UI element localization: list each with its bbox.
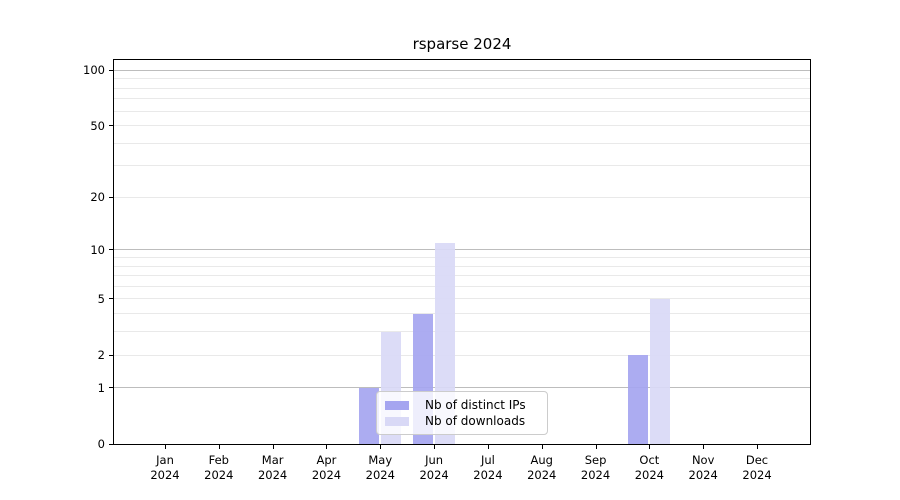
legend-label-distinct-ips: Nb of distinct IPs	[425, 398, 526, 412]
x-tick-label-apr: Apr 2024	[296, 453, 356, 483]
legend-entry-downloads: Nb of downloads	[385, 413, 539, 429]
gridline-minor-2	[114, 354, 810, 356]
bar-nb-of-distinct-ips-may	[359, 387, 380, 444]
gridline-minor-3	[114, 331, 810, 333]
gridline-minor-8	[114, 265, 810, 267]
x-tick-label-month: Apr	[316, 453, 337, 467]
x-tick-label-month: Jun	[425, 453, 444, 467]
x-tick-label-month: Jan	[156, 453, 174, 467]
x-tick-label-year: 2024	[257, 468, 288, 482]
x-tick-label-year: 2024	[742, 468, 772, 482]
x-tick-label-mar: Mar 2024	[243, 453, 303, 483]
gridline-major-100	[114, 69, 810, 71]
y-tick-20	[109, 196, 114, 198]
x-tick-label-year: 2024	[311, 468, 342, 482]
x-tick-label-may: May 2024	[350, 453, 410, 483]
legend-swatch-downloads	[385, 416, 409, 426]
y-tick-50	[109, 125, 114, 127]
gridline-minor-6	[114, 285, 810, 287]
gridline-minor-50	[114, 125, 810, 127]
x-tick-label-aug: Aug 2024	[512, 453, 572, 483]
gridline-minor-5	[114, 298, 810, 300]
bar-nb-of-distinct-ips-oct	[628, 355, 649, 444]
y-tick-label-10: 10	[90, 242, 105, 257]
y-tick-label-20: 20	[90, 190, 105, 205]
x-tick-label-year: 2024	[634, 468, 665, 482]
x-tick-label-month: Jul	[480, 453, 495, 467]
y-tick-label-50: 50	[90, 118, 105, 133]
x-tick-label-oct: Oct 2024	[619, 453, 679, 483]
x-tick-label-month: Mar	[261, 453, 284, 467]
x-tick-label-year: 2024	[527, 468, 557, 482]
gridline-minor-70	[114, 98, 810, 100]
x-tick-label-nov: Nov 2024	[673, 453, 733, 483]
x-tick-label-month: May	[368, 453, 393, 467]
y-tick-10	[109, 249, 114, 251]
x-tick-label-jan: Jan 2024	[135, 453, 195, 483]
legend-label-downloads: Nb of downloads	[425, 414, 526, 428]
y-tick-2	[109, 354, 114, 356]
gridline-minor-30	[114, 165, 810, 167]
x-tick-label-year: 2024	[580, 468, 611, 482]
legend: Nb of distinct IPs Nb of downloads	[376, 391, 548, 435]
x-tick-jul	[487, 444, 489, 449]
y-tick-0	[109, 443, 114, 445]
x-tick-label-jul: Jul 2024	[458, 453, 518, 483]
x-tick-label-month: Oct	[639, 453, 660, 467]
gridline-minor-20	[114, 196, 810, 198]
gridline-major-10	[114, 249, 810, 251]
x-tick-dec	[757, 444, 759, 449]
x-tick-label-year: 2024	[688, 468, 718, 482]
x-tick-label-jun: Jun 2024	[404, 453, 464, 483]
gridline-minor-9	[114, 256, 810, 258]
x-tick-label-month: Sep	[584, 453, 607, 467]
x-tick-label-year: 2024	[365, 468, 395, 482]
gridline-minor-90	[114, 78, 810, 80]
y-tick-100	[109, 69, 114, 71]
x-tick-feb	[218, 444, 220, 449]
x-tick-aug	[541, 444, 543, 449]
x-tick-apr	[326, 444, 328, 449]
legend-swatch-distinct-ips	[385, 400, 409, 410]
x-tick-may	[380, 444, 382, 449]
gridline-minor-4	[114, 313, 810, 315]
x-tick-jun	[434, 444, 436, 449]
x-tick-oct	[649, 444, 651, 449]
chart-title: rsparse 2024	[412, 35, 512, 53]
y-tick-5	[109, 298, 114, 300]
y-tick-label-1: 1	[97, 380, 105, 395]
gridline-minor-80	[114, 87, 810, 89]
legend-entry-distinct-ips: Nb of distinct IPs	[385, 397, 539, 413]
gridline-minor-60	[114, 110, 810, 112]
x-tick-label-year: 2024	[419, 468, 449, 482]
x-tick-mar	[272, 444, 274, 449]
x-tick-label-dec: Dec 2024	[727, 453, 787, 483]
y-tick-label-0: 0	[97, 437, 105, 451]
gridline-minor-7	[114, 275, 810, 277]
y-tick-1	[109, 387, 114, 389]
x-tick-label-feb: Feb 2024	[189, 453, 249, 483]
bar-nb-of-downloads-oct	[650, 298, 671, 444]
x-tick-label-month: Aug	[530, 453, 553, 467]
x-tick-label-year: 2024	[150, 468, 180, 482]
x-tick-label-month: Nov	[691, 453, 715, 467]
x-tick-label-month: Feb	[208, 453, 229, 467]
y-tick-label-2: 2	[97, 348, 105, 362]
gridline-major-1	[114, 387, 810, 389]
x-tick-label-year: 2024	[204, 468, 234, 482]
y-tick-label-5: 5	[97, 291, 105, 306]
x-tick-label-month: Dec	[745, 453, 769, 467]
x-tick-label-year: 2024	[473, 468, 503, 482]
plot-area	[113, 59, 811, 445]
y-tick-label-100: 100	[83, 63, 105, 78]
x-tick-label-sep: Sep 2024	[566, 453, 626, 483]
x-tick-sep	[595, 444, 597, 449]
x-tick-jan	[165, 444, 166, 449]
x-tick-nov	[703, 444, 705, 449]
gridline-minor-40	[114, 142, 810, 144]
